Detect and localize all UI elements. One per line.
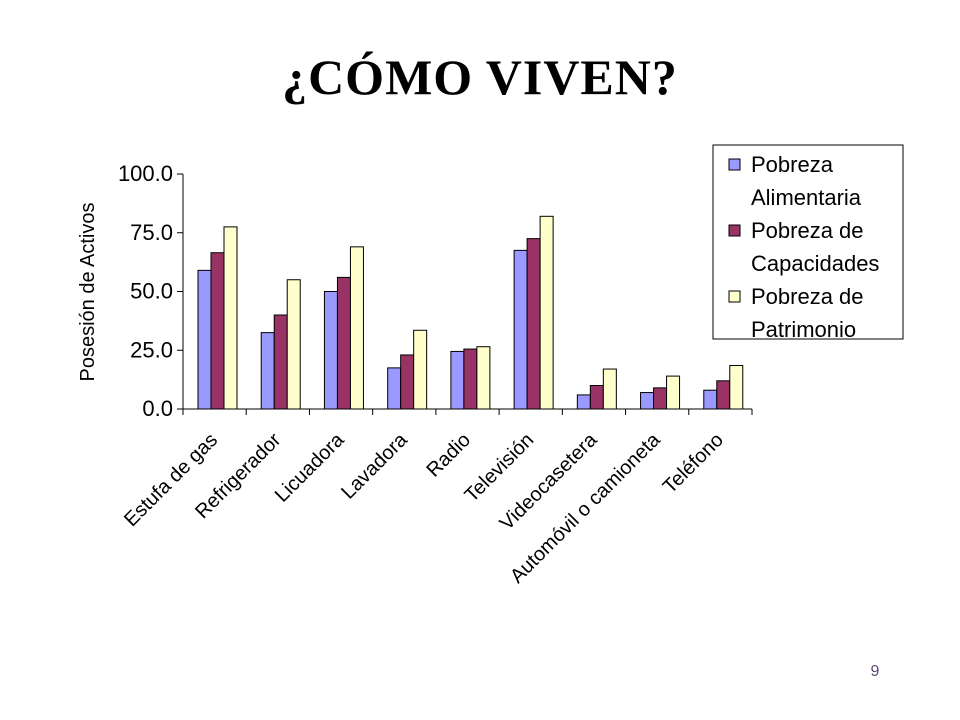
- legend-label: Patrimonio: [751, 317, 856, 342]
- bar: [286, 279, 301, 410]
- bar: [666, 375, 681, 410]
- bar: [476, 346, 491, 410]
- bar: [703, 389, 718, 410]
- bar: [387, 367, 402, 410]
- x-axis-tick-labels: Estufa de gasRefrigeradorLicuadoraLavado…: [120, 428, 728, 587]
- bar: [539, 215, 554, 410]
- bar: [653, 387, 668, 410]
- bar: [210, 252, 225, 410]
- bar: [450, 350, 465, 410]
- bar: [413, 329, 428, 410]
- legend-swatch: [728, 224, 741, 237]
- legend-label: Alimentaria: [751, 185, 862, 210]
- bar: [640, 392, 655, 410]
- bar: [273, 314, 288, 410]
- bar: [400, 354, 415, 410]
- legend-label: Pobreza de: [751, 218, 864, 243]
- y-axis-title: Posesión de Activos: [77, 203, 99, 382]
- bar: [716, 380, 731, 410]
- bar: [349, 246, 364, 410]
- bar: [602, 368, 617, 410]
- legend: Pobreza Alimentaria Pobreza de Capacidades P…: [712, 144, 904, 342]
- legend-label: Pobreza de: [751, 284, 864, 309]
- bar: [463, 348, 478, 410]
- bars: [197, 215, 744, 410]
- bar: [589, 385, 604, 410]
- y-tick-label: 25.0: [130, 337, 173, 362]
- bar: [197, 269, 212, 410]
- x-tick-label: Teléfono: [659, 429, 728, 498]
- legend-box: [712, 144, 904, 340]
- bar: [729, 365, 744, 410]
- y-tick-label: 0.0: [142, 396, 173, 421]
- x-tick-label: Licuadora: [271, 428, 349, 506]
- bar: [323, 291, 338, 410]
- axes: [182, 174, 753, 415]
- x-tick-label: Lavadora: [337, 428, 412, 503]
- bar: [223, 226, 238, 410]
- bar: [260, 332, 275, 410]
- y-axis-title-group: Posesión de Activos: [77, 203, 99, 382]
- legend-swatch: [728, 158, 741, 171]
- y-tick-label: 75.0: [130, 220, 173, 245]
- slide-title: ¿CÓMO VIVEN?: [282, 49, 678, 105]
- legend-label: Pobreza: [751, 152, 834, 177]
- bar: [513, 249, 528, 410]
- legend-label: Capacidades: [751, 251, 879, 276]
- y-axis-ticks: 100.0 75.0 50.0 25.0 0.0: [118, 161, 183, 421]
- y-tick-label: 100.0: [118, 161, 173, 186]
- bar: [336, 276, 351, 410]
- bar: [526, 238, 541, 410]
- legend-swatch: [728, 290, 741, 303]
- page-number: 9: [870, 663, 880, 680]
- x-tick-label: Radio: [423, 429, 476, 482]
- y-tick-label: 50.0: [130, 279, 173, 304]
- bar: [576, 394, 591, 410]
